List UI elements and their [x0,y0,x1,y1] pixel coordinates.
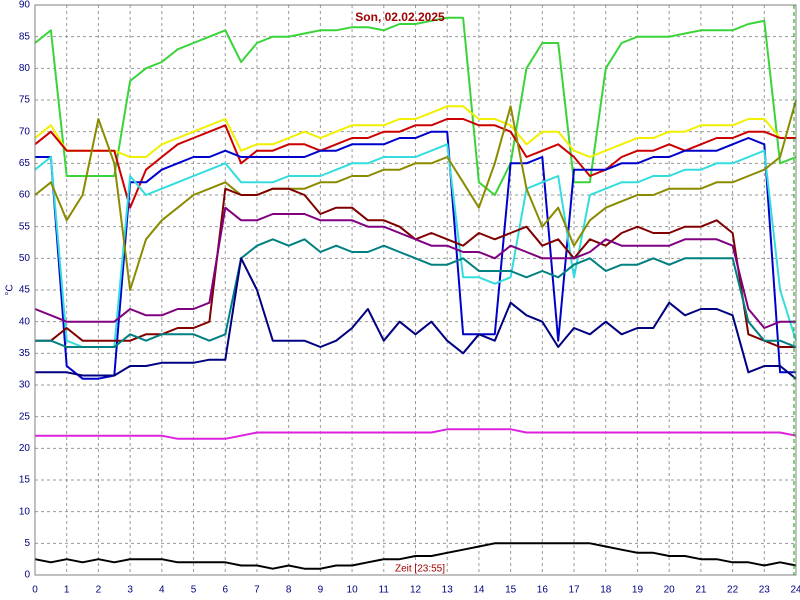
x-tick-label: 19 [632,585,644,596]
series-line [34,206,796,329]
y-tick-label: 0 [24,570,30,581]
y-tick-label: 40 [19,316,31,327]
series-line [34,143,797,348]
y-tick-label: 45 [19,285,31,296]
y-tick-label: 85 [19,31,31,42]
x-tick-label: 6 [222,585,228,596]
y-tick-label: 20 [19,443,31,454]
series-line [35,257,797,380]
y-tick-label: 55 [19,221,31,232]
x-tick-label: 2 [96,585,102,596]
series-line [34,105,796,158]
x-axis-label: Zeit [23:55] [395,564,445,575]
x-tick-label: 18 [600,585,612,596]
y-tick-label: 10 [19,506,31,517]
x-tick-label: 17 [568,585,580,596]
y-tick-label: 15 [19,475,31,486]
series-line [35,238,797,348]
x-tick-label: 13 [442,585,454,596]
y-tick-label: 25 [19,411,31,422]
x-tick-label: 10 [347,585,359,596]
x-tick-label: 15 [505,585,517,596]
x-tick-label: 20 [664,585,676,596]
x-tick-label: 22 [727,585,739,596]
y-tick-label: 70 [19,126,31,137]
y-tick-label: 60 [19,190,31,201]
x-tick-label: 3 [127,585,133,596]
series-line [34,542,797,570]
series-line [34,118,796,209]
y-tick-label: 5 [24,538,30,549]
x-tick-label: 11 [379,585,390,596]
plot-border [34,4,797,576]
x-tick-label: 12 [410,585,422,596]
lines [34,16,797,570]
chart-title: Son, 02.02.2025 [355,10,445,24]
y-tick-label: 35 [19,348,31,359]
y-tick-label: 30 [19,380,31,391]
y-tick-label: 50 [19,253,31,264]
x-tick-label: 23 [759,585,771,596]
x-tick-label: 8 [286,585,292,596]
series-line [35,428,797,440]
y-tick-label: 75 [19,95,31,106]
y-tick-label: 65 [19,158,31,169]
y-axis-label: °C [5,284,16,295]
x-tick-label: 9 [318,585,324,596]
y-tick-label: 80 [19,63,31,74]
x-tick-label: 21 [695,585,707,596]
series-line [34,16,797,196]
x-tick-label: 4 [159,585,165,596]
x-tick-label: 0 [32,585,38,596]
series-line [35,130,796,380]
x-tick-label: 24 [790,585,800,596]
x-tick-label: 16 [537,585,549,596]
x-tick-label: 5 [191,585,197,596]
series-line [34,99,797,291]
x-tick-label: 1 [64,585,70,596]
x-tick-label: 7 [254,585,260,596]
x-tick-label: 14 [473,585,485,596]
y-tick-label: 90 [19,0,31,11]
